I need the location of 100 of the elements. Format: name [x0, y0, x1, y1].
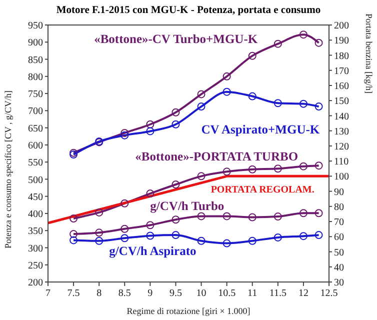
- y2-tick-label: 130: [334, 126, 349, 138]
- x-tick-label: 7: [46, 288, 50, 300]
- point: [314, 162, 323, 170]
- point: [248, 92, 256, 100]
- y-tick-label: 800: [28, 72, 43, 83]
- point: [172, 216, 180, 224]
- y2-tick-label: 80: [334, 202, 344, 213]
- point: [172, 180, 180, 188]
- y2-tick-label: 190: [334, 36, 349, 47]
- y2-tick-label: 30: [334, 278, 344, 289]
- x-tick-label: 9.5: [169, 288, 182, 300]
- y2-tick-label: 140: [334, 111, 349, 122]
- y2-tick-label: 160: [334, 81, 349, 92]
- point: [299, 100, 308, 108]
- point: [274, 233, 282, 242]
- point: [299, 232, 308, 240]
- point: [146, 232, 154, 240]
- point: [70, 214, 78, 223]
- point: [274, 40, 282, 48]
- point: [197, 172, 206, 180]
- y2-tick-label: 90: [334, 186, 344, 198]
- y2-tick-label: 110: [334, 156, 349, 168]
- x-tick-label: 11.5: [269, 288, 286, 300]
- chart-title: Motore F.1-2015 con MGU-K - Potenza, portata e consumo: [56, 5, 321, 16]
- point: [222, 168, 231, 176]
- x-tick-label: 7.5: [67, 288, 80, 300]
- y-tick-label: 350: [28, 226, 43, 238]
- point: [299, 30, 308, 39]
- x-tick-label: 8.5: [118, 288, 131, 300]
- point: [120, 199, 129, 208]
- x-tick-label: 11: [248, 288, 258, 300]
- point: [120, 224, 129, 233]
- y-tick-label: 850: [28, 54, 43, 66]
- point: [197, 236, 206, 245]
- point: [95, 228, 104, 237]
- series-label: «Bottone»-PORTATA TURBO: [135, 149, 298, 164]
- y-axis-title: Potenza e consumo specifico [CV , g/CV/h]: [3, 90, 14, 248]
- y-tick-label: 400: [28, 209, 43, 220]
- point: [146, 127, 154, 136]
- point: [248, 236, 256, 245]
- y-tick-label: 200: [28, 278, 43, 289]
- y-tick-label: 600: [28, 140, 43, 152]
- point: [146, 221, 154, 230]
- point: [120, 234, 129, 242]
- y2-axis-title: Portata benzina [kg/h]: [364, 14, 374, 94]
- point: [314, 102, 323, 111]
- y2-tick-label: 150: [334, 96, 349, 108]
- y-tick-label: 550: [28, 158, 43, 169]
- point: [197, 212, 206, 220]
- y-tick-label: 950: [28, 20, 43, 32]
- point: [274, 212, 282, 221]
- point: [299, 209, 308, 218]
- point: [314, 209, 323, 218]
- x-tick-label: 12.5: [320, 288, 338, 300]
- y-tick-label: 750: [28, 89, 43, 100]
- point: [146, 190, 154, 198]
- y2-tick-label: 60: [334, 232, 344, 244]
- point: [222, 72, 231, 80]
- y-tick-label: 500: [28, 174, 43, 186]
- point: [248, 213, 256, 222]
- y2-tick-label: 200: [334, 20, 349, 32]
- point: [299, 162, 308, 170]
- point: [248, 52, 256, 60]
- point: [197, 90, 206, 98]
- y-tick-label: 900: [28, 38, 43, 49]
- y-tick-label: 250: [28, 260, 43, 272]
- point: [197, 102, 206, 111]
- point: [172, 108, 180, 116]
- x-tick-label: 12: [298, 288, 308, 300]
- point: [314, 231, 323, 240]
- y-tick-label: 450: [28, 192, 43, 203]
- point: [172, 231, 180, 240]
- point: [274, 99, 282, 108]
- x-tick-label: 10: [196, 288, 206, 300]
- point: [222, 212, 231, 220]
- point: [222, 88, 231, 96]
- point: [248, 165, 256, 174]
- x-tick-label: 10.5: [218, 288, 236, 300]
- point: [95, 236, 104, 245]
- y2-tick-label: 180: [334, 50, 349, 62]
- point: [274, 164, 282, 173]
- point: [95, 208, 104, 216]
- point: [70, 230, 78, 238]
- y-tick-label: 700: [28, 106, 43, 118]
- point: [120, 131, 129, 140]
- point: [172, 120, 180, 128]
- y2-tick-label: 70: [334, 217, 344, 228]
- point: [120, 128, 129, 137]
- series-label: «Bottone»-CV Turbo+MGU-K: [94, 32, 258, 46]
- y-tick-label: 650: [28, 123, 43, 134]
- point: [314, 38, 323, 47]
- y2-tick-label: 120: [334, 141, 349, 152]
- y2-tick-label: 50: [334, 247, 344, 258]
- point: [70, 236, 78, 244]
- series-label: g/CV/h Aspirato: [109, 244, 196, 258]
- x-tick-label: 8: [96, 288, 102, 300]
- y-tick-label: 300: [28, 243, 43, 254]
- point: [222, 239, 231, 248]
- series-label: CV Aspirato+MGU-K: [201, 122, 320, 136]
- point: [146, 120, 154, 128]
